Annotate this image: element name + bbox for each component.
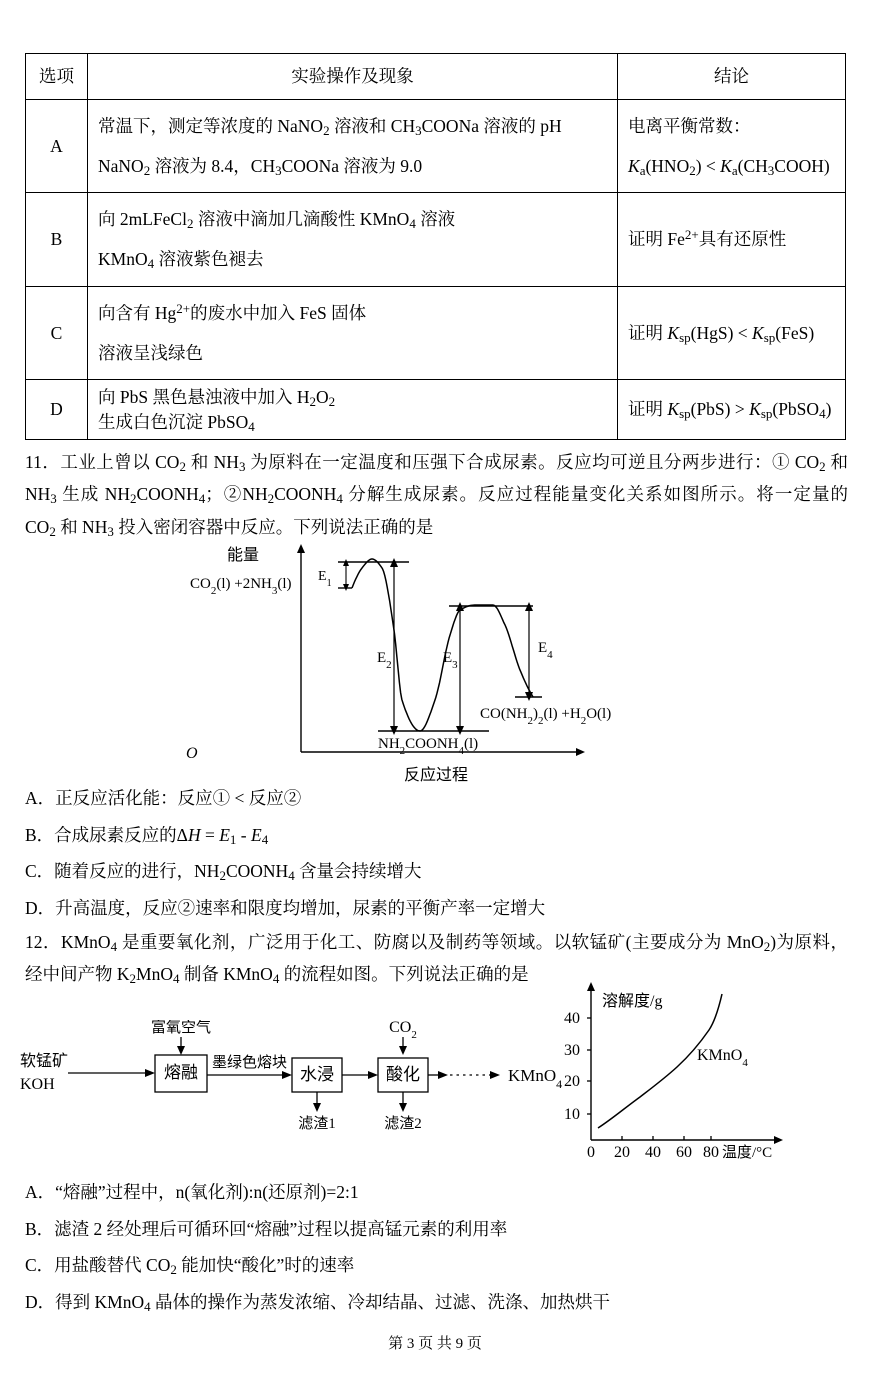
svg-text:富氧空气: 富氧空气 — [151, 1020, 211, 1036]
svg-text:20: 20 — [614, 1144, 630, 1160]
svg-text:40: 40 — [564, 1010, 580, 1027]
svg-text:墨绿色熔块: 墨绿色熔块 — [212, 1054, 287, 1071]
svg-text:40: 40 — [645, 1144, 661, 1160]
svg-text:溶解度/g: 溶解度/g — [602, 992, 662, 1010]
svg-text:E3: E3 — [443, 650, 458, 671]
svg-text:0: 0 — [587, 1144, 595, 1160]
svg-text:30: 30 — [564, 1042, 580, 1059]
svg-text:水浸: 水浸 — [300, 1065, 334, 1084]
svg-text:20: 20 — [564, 1073, 580, 1090]
svg-text:滤渣1: 滤渣1 — [298, 1115, 336, 1132]
svg-text:60: 60 — [676, 1144, 692, 1160]
svg-text:能量: 能量 — [227, 546, 259, 564]
svg-text:反应过程: 反应过程 — [404, 765, 468, 784]
svg-text:10: 10 — [564, 1106, 580, 1123]
svg-text:软锰矿: 软锰矿 — [20, 1052, 68, 1070]
svg-text:80: 80 — [703, 1144, 719, 1160]
svg-text:E2: E2 — [377, 650, 392, 671]
svg-text:O: O — [186, 745, 198, 762]
svg-text:CO(NH2)2(l) +H2O(l): CO(NH2)2(l) +H2O(l) — [480, 706, 611, 727]
svg-text:酸化: 酸化 — [386, 1065, 420, 1084]
svg-text:CO2(l) +2NH3(l): CO2(l) +2NH3(l) — [190, 576, 292, 597]
svg-text:E4: E4 — [538, 640, 553, 661]
svg-text:滤渣2: 滤渣2 — [384, 1115, 422, 1132]
svg-text:温度/°C: 温度/°C — [722, 1144, 772, 1160]
svg-text:KMnO4: KMnO4 — [697, 1047, 748, 1069]
svg-text:NH2COONH4(l): NH2COONH4(l) — [378, 736, 478, 757]
svg-text:KOH: KOH — [20, 1076, 55, 1093]
svg-text:E1: E1 — [318, 569, 332, 589]
svg-text:熔融: 熔融 — [164, 1063, 198, 1082]
